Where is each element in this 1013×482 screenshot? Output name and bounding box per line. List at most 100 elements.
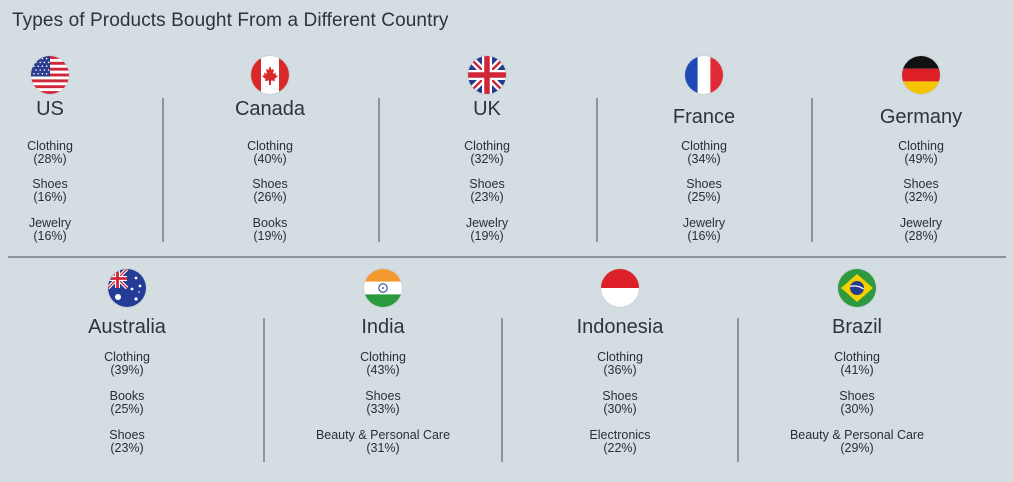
product-entry: Jewelry (19%)	[387, 217, 587, 243]
product-entry: Books (19%)	[170, 217, 370, 243]
product-category: Beauty & Personal Care	[315, 428, 451, 442]
product-percent: (22%)	[603, 441, 637, 455]
germany-flag-icon	[902, 56, 940, 94]
product-entry: Shoes (30%)	[757, 390, 957, 416]
product-percent: (25%)	[110, 402, 144, 416]
product-entry: Jewelry (16%)	[604, 217, 804, 243]
product-entry: Clothing (41%)	[757, 351, 957, 377]
product-percent: (43%)	[366, 363, 400, 377]
product-entry: Shoes (23%)	[27, 429, 227, 455]
uk-flag-icon	[468, 56, 506, 94]
page-title: Types of Products Bought From a Differen…	[12, 10, 449, 31]
india-flag-icon	[364, 269, 402, 307]
product-category: Shoes	[32, 177, 68, 191]
product-percent: (29%)	[840, 441, 874, 455]
product-percent: (40%)	[253, 152, 287, 166]
row-divider	[8, 256, 1006, 258]
product-category: Shoes	[109, 428, 145, 442]
product-percent: (30%)	[603, 402, 637, 416]
product-percent: (23%)	[470, 190, 504, 204]
country-name: US	[36, 98, 64, 120]
product-entry: Clothing (49%)	[821, 140, 1013, 166]
product-percent: (19%)	[253, 229, 287, 243]
product-percent: (26%)	[253, 190, 287, 204]
product-entry: Shoes (16%)	[0, 178, 150, 204]
country-name: India	[361, 316, 405, 338]
column-divider	[263, 318, 265, 462]
us-flag-icon	[31, 56, 69, 94]
product-category: Jewelry	[465, 216, 509, 230]
product-percent: (49%)	[904, 152, 938, 166]
column-divider	[737, 318, 739, 462]
product-entry: Shoes (23%)	[387, 178, 587, 204]
product-percent: (25%)	[687, 190, 721, 204]
country-name: Australia	[88, 316, 166, 338]
product-category: Clothing	[464, 139, 510, 153]
product-category: Shoes	[839, 389, 875, 403]
country-name: Brazil	[831, 316, 882, 338]
product-entry: Beauty & Personal Care (31%)	[283, 429, 483, 455]
product-percent: (32%)	[904, 190, 938, 204]
france-flag-icon	[685, 56, 723, 94]
product-category: Clothing	[681, 139, 727, 153]
country-name: Canada	[234, 98, 306, 120]
product-percent: (28%)	[33, 152, 67, 166]
product-category: Clothing	[597, 350, 643, 364]
australia-flag-icon	[108, 269, 146, 307]
product-percent: (36%)	[603, 363, 637, 377]
product-category: Clothing	[27, 139, 73, 153]
product-category: Jewelry	[682, 216, 726, 230]
product-category: Electronics	[589, 428, 651, 442]
product-entry: Clothing (43%)	[283, 351, 483, 377]
product-category: Jewelry	[899, 216, 943, 230]
product-entry: Shoes (33%)	[283, 390, 483, 416]
product-category: Clothing	[360, 350, 406, 364]
product-category: Beauty & Personal Care	[789, 428, 925, 442]
product-percent: (34%)	[687, 152, 721, 166]
product-category: Clothing	[834, 350, 880, 364]
product-category: Clothing	[898, 139, 944, 153]
product-percent: (28%)	[904, 229, 938, 243]
product-entry: Electronics (22%)	[520, 429, 720, 455]
product-entry: Clothing (28%)	[0, 140, 150, 166]
product-entry: Jewelry (28%)	[821, 217, 1013, 243]
product-category: Books	[252, 216, 288, 230]
product-category: Jewelry	[28, 216, 72, 230]
product-entry: Beauty & Personal Care (29%)	[757, 429, 957, 455]
column-divider	[596, 98, 598, 242]
product-entry: Clothing (32%)	[387, 140, 587, 166]
product-category: Shoes	[903, 177, 939, 191]
product-entry: Jewelry (16%)	[0, 217, 150, 243]
product-entry: Books (25%)	[27, 390, 227, 416]
indonesia-flag-icon	[601, 269, 639, 307]
product-entry: Shoes (25%)	[604, 178, 804, 204]
product-category: Shoes	[365, 389, 401, 403]
product-percent: (30%)	[840, 402, 874, 416]
product-entry: Shoes (30%)	[520, 390, 720, 416]
canada-flag-icon	[251, 56, 289, 94]
product-category: Clothing	[247, 139, 293, 153]
product-entry: Clothing (40%)	[170, 140, 370, 166]
product-percent: (31%)	[366, 441, 400, 455]
product-entry: Clothing (39%)	[27, 351, 227, 377]
column-divider	[162, 98, 164, 242]
product-percent: (32%)	[470, 152, 504, 166]
column-divider	[501, 318, 503, 462]
brazil-flag-icon	[838, 269, 876, 307]
product-entry: Clothing (36%)	[520, 351, 720, 377]
country-name: France	[672, 106, 736, 128]
product-category: Shoes	[252, 177, 288, 191]
country-name: UK	[473, 98, 501, 120]
product-category: Shoes	[602, 389, 638, 403]
product-percent: (23%)	[110, 441, 144, 455]
product-category: Clothing	[104, 350, 150, 364]
product-category: Books	[109, 389, 145, 403]
product-percent: (16%)	[687, 229, 721, 243]
product-entry: Shoes (32%)	[821, 178, 1013, 204]
product-percent: (33%)	[366, 402, 400, 416]
product-percent: (41%)	[840, 363, 874, 377]
product-entry: Shoes (26%)	[170, 178, 370, 204]
product-percent: (16%)	[33, 229, 67, 243]
product-percent: (16%)	[33, 190, 67, 204]
country-name: Germany	[879, 106, 963, 128]
